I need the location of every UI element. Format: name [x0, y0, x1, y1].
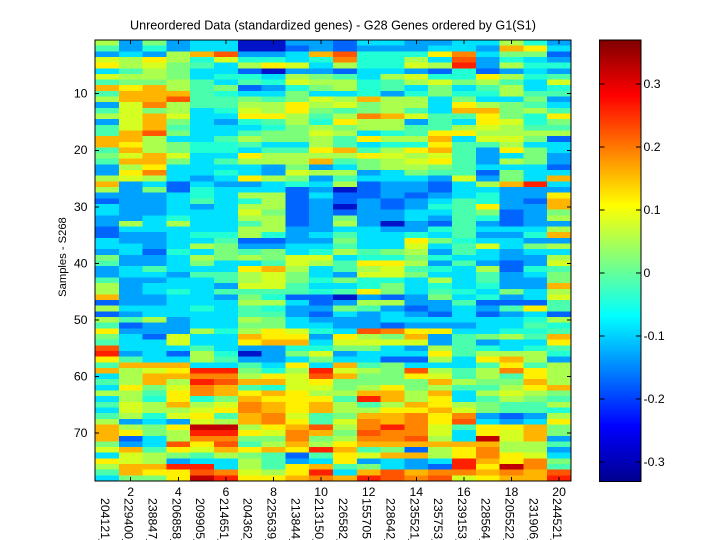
svg-text:0: 0	[644, 266, 651, 280]
svg-text:10: 10	[314, 485, 328, 499]
svg-text:8: 8	[270, 485, 277, 499]
svg-text:0.1: 0.1	[644, 203, 661, 217]
svg-text:228642_: 228642_	[384, 498, 398, 540]
svg-text:30: 30	[74, 200, 88, 214]
svg-text:60: 60	[74, 369, 88, 383]
svg-text:70: 70	[74, 426, 88, 440]
svg-text:0.2: 0.2	[644, 140, 661, 154]
svg-text:239153_: 239153_	[455, 498, 469, 540]
svg-text:-0.2: -0.2	[644, 392, 665, 406]
svg-text:238847_: 238847_	[146, 498, 160, 540]
svg-text:-0.3: -0.3	[644, 455, 665, 469]
svg-text:Unreordered Data (standardized: Unreordered Data (standardized genes) - …	[130, 19, 536, 33]
svg-text:Samples - S268: Samples - S268	[57, 217, 69, 297]
svg-text:1557051_: 1557051_	[360, 498, 374, 540]
svg-text:20: 20	[552, 485, 566, 499]
svg-text:206858_: 206858_	[169, 498, 183, 540]
svg-text:16: 16	[457, 485, 471, 499]
svg-text:204121_: 204121_	[98, 498, 112, 540]
svg-text:244521_: 244521_	[550, 498, 564, 540]
svg-text:214651_: 214651_	[217, 498, 231, 540]
svg-text:209905_: 209905_	[193, 498, 207, 540]
svg-text:12: 12	[362, 485, 376, 499]
svg-text:231906_: 231906_	[526, 498, 540, 540]
svg-text:40: 40	[74, 256, 88, 270]
svg-text:2: 2	[127, 485, 134, 499]
svg-text:204362_: 204362_	[241, 498, 255, 540]
svg-text:235753_: 235753_	[431, 498, 445, 540]
svg-text:18: 18	[505, 485, 519, 499]
svg-text:226582_: 226582_	[336, 498, 350, 540]
svg-text:0.3: 0.3	[644, 77, 661, 91]
svg-text:235521_: 235521_	[407, 498, 421, 540]
svg-text:50: 50	[74, 313, 88, 327]
svg-text:-0.1: -0.1	[644, 329, 665, 343]
svg-text:225639_: 225639_	[265, 498, 279, 540]
svg-text:20: 20	[74, 143, 88, 157]
svg-text:205522_: 205522_	[503, 498, 517, 540]
svg-text:228564_: 228564_	[479, 498, 493, 540]
svg-text:213844_: 213844_	[288, 498, 302, 540]
svg-text:229400_: 229400_	[122, 498, 136, 540]
svg-text:4: 4	[175, 485, 182, 499]
svg-text:213150_: 213150_	[312, 498, 326, 540]
svg-text:10: 10	[74, 87, 88, 101]
svg-text:14: 14	[409, 485, 423, 499]
svg-text:6: 6	[222, 485, 229, 499]
